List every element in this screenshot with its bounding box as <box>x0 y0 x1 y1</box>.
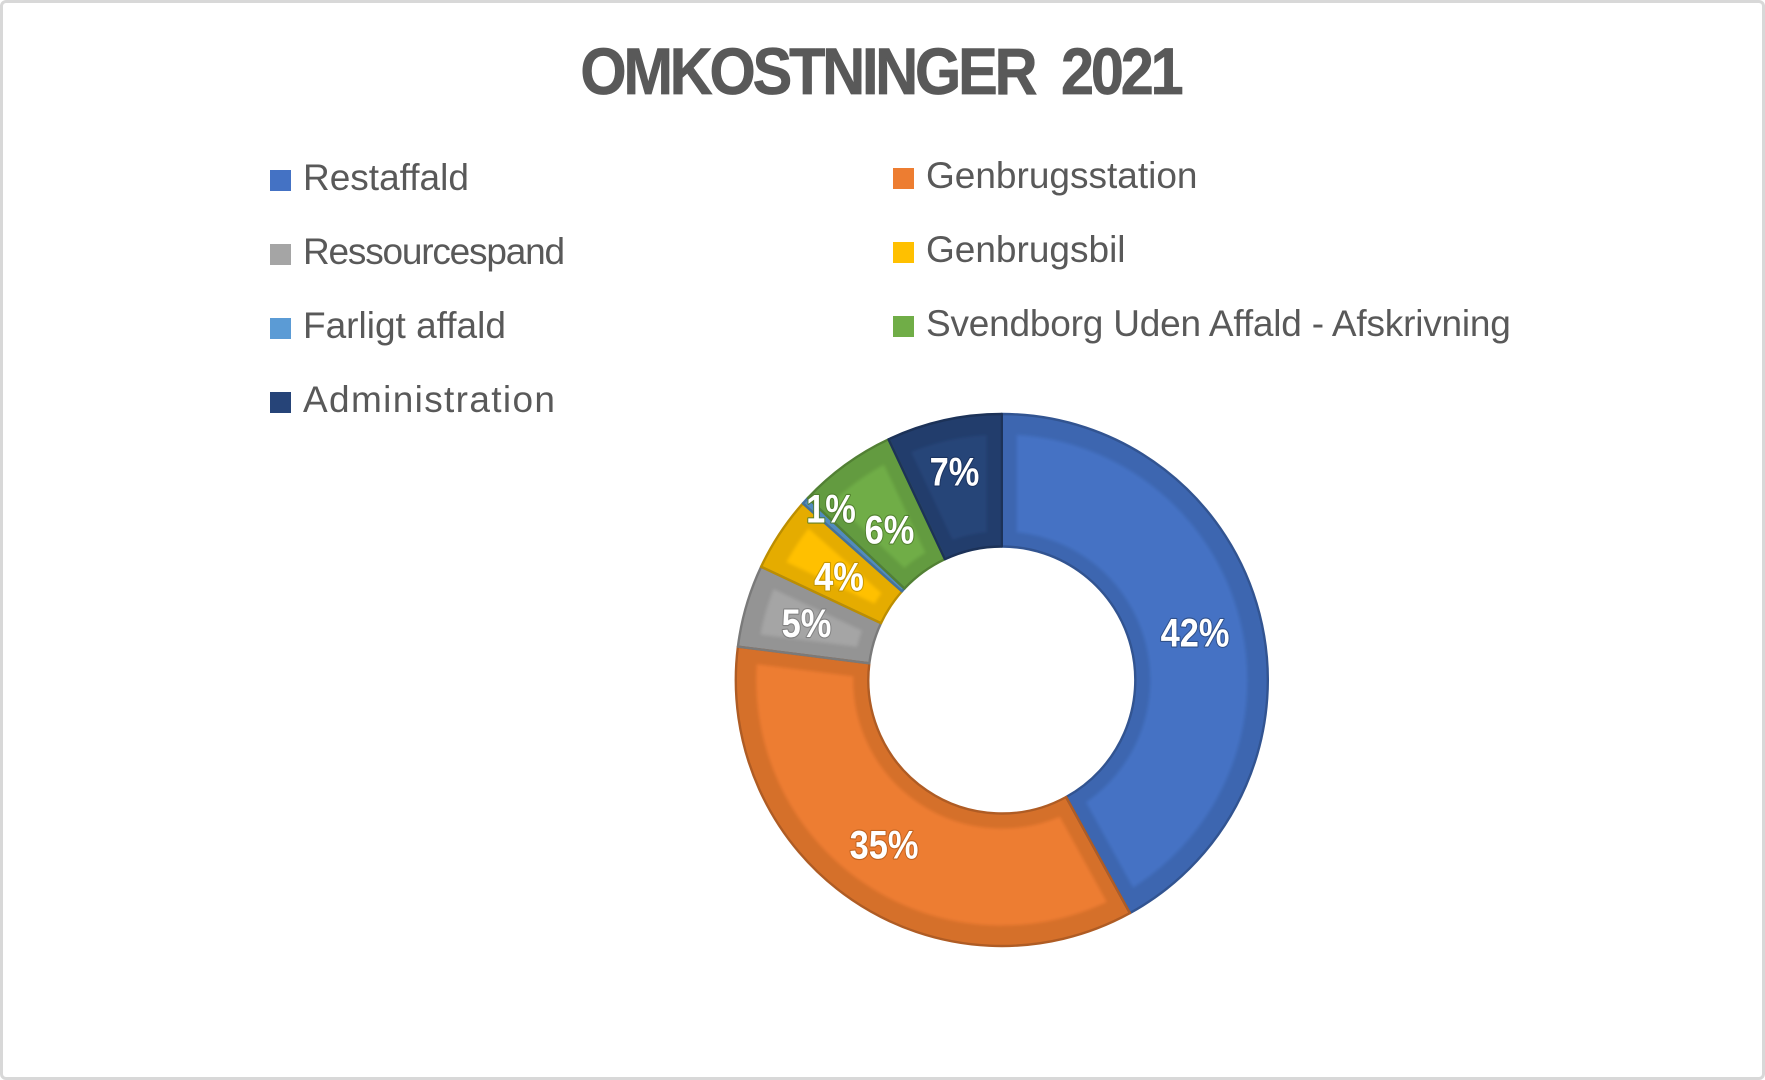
svg-text:4%: 4% <box>814 556 864 600</box>
svg-text:1%: 1% <box>806 488 856 532</box>
svg-text:35%: 35% <box>850 824 919 868</box>
svg-text:6%: 6% <box>865 509 915 553</box>
svg-text:5%: 5% <box>782 602 832 646</box>
svg-text:42%: 42% <box>1161 612 1230 656</box>
svg-text:7%: 7% <box>930 451 980 495</box>
